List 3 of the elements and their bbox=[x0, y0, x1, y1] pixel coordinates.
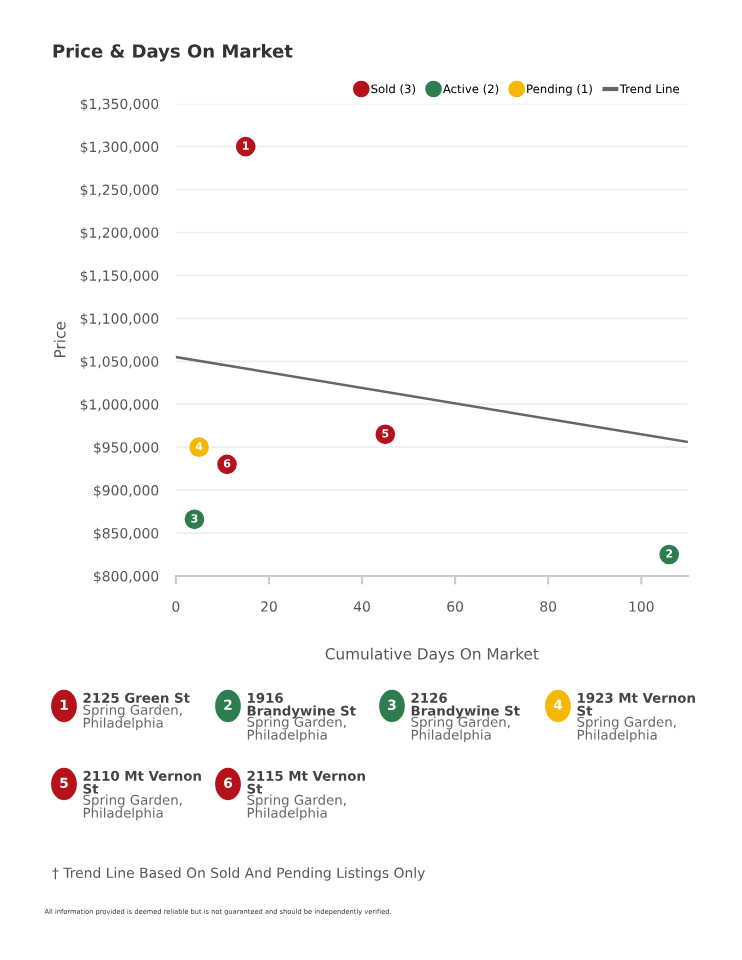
point bbox=[233, 134, 258, 159]
chart-title: Price & Days On Market bbox=[53, 43, 293, 62]
point bbox=[657, 542, 682, 567]
